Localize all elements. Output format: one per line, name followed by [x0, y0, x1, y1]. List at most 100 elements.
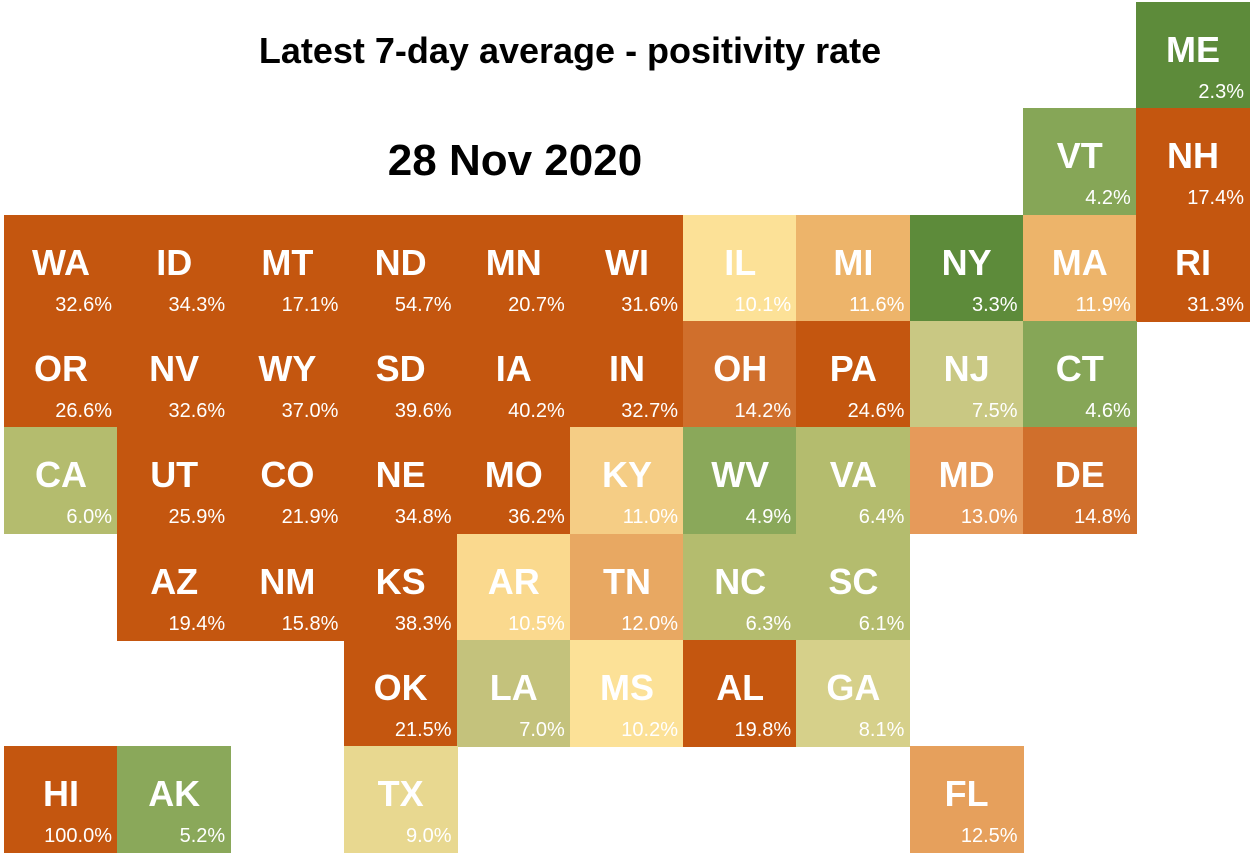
state-abbr: AR — [487, 560, 540, 602]
state-abbr: RI — [1175, 241, 1211, 283]
state-tile-ia: IA 40.2% — [456, 320, 571, 428]
state-tile-ri: RI 31.3% — [1136, 214, 1250, 322]
state-tile-or: OR 26.6% — [4, 320, 118, 428]
state-tile-ks: KS 38.3% — [343, 533, 458, 641]
state-tile-ny: NY 3.3% — [909, 214, 1024, 322]
state-positivity-value: 38.3% — [394, 612, 452, 635]
state-abbr: MA — [1051, 241, 1108, 283]
state-abbr: MT — [261, 241, 314, 283]
state-tile-mn: MN 20.7% — [456, 214, 571, 322]
state-tile-al: AL 19.8% — [683, 639, 798, 747]
state-abbr: NJ — [943, 347, 990, 389]
state-tile-ar: AR 10.5% — [456, 533, 571, 641]
map-date: 28 Nov 2020 — [387, 136, 643, 185]
state-abbr: NC — [714, 560, 767, 602]
state-positivity-value: 11.0% — [622, 506, 678, 529]
state-positivity-value: 7.5% — [972, 399, 1018, 422]
state-tile-oh: OH 14.2% — [683, 320, 798, 428]
state-positivity-value: 21.9% — [281, 506, 339, 529]
state-abbr: MD — [938, 454, 995, 496]
state-abbr: NM — [259, 560, 316, 602]
state-positivity-value: 34.3% — [168, 293, 226, 316]
state-positivity-value: 5.2% — [179, 825, 226, 848]
state-tile-ms: MS 10.2% — [570, 639, 684, 747]
map-title: Latest 7-day average - positivity rate — [258, 30, 882, 71]
state-tile-ga: GA 8.1% — [796, 639, 911, 747]
state-positivity-value: 4.9% — [745, 506, 792, 529]
state-abbr: OH — [713, 347, 768, 389]
state-tile-sc: SC 6.1% — [796, 533, 911, 641]
state-positivity-value: 32.7% — [621, 399, 678, 422]
state-abbr: ND — [374, 241, 427, 283]
state-positivity-value: 6.4% — [858, 506, 905, 529]
state-abbr: MO — [484, 454, 543, 496]
state-positivity-value: 31.3% — [1187, 293, 1244, 316]
state-positivity-value: 11.6% — [849, 293, 905, 316]
state-tile-nv: NV 32.6% — [117, 320, 232, 428]
state-tile-tx: TX 9.0% — [343, 746, 458, 854]
state-positivity-value: 12.0% — [621, 612, 678, 635]
state-abbr: KY — [601, 454, 652, 496]
state-positivity-value: 9.0% — [406, 825, 452, 848]
state-tile-la: LA 7.0% — [456, 639, 571, 747]
state-positivity-value: 17.1% — [281, 293, 339, 316]
state-positivity-value: 8.1% — [858, 718, 905, 741]
state-positivity-value: 36.2% — [508, 506, 565, 529]
state-abbr: AZ — [150, 560, 199, 602]
state-tile-mo: MO 36.2% — [456, 427, 571, 535]
state-positivity-value: 32.6% — [55, 293, 112, 316]
state-abbr: UT — [150, 454, 199, 496]
state-abbr: NE — [375, 454, 426, 496]
state-tile-nc: NC 6.3% — [683, 533, 798, 641]
state-abbr: WV — [711, 454, 770, 496]
state-positivity-value: 10.5% — [508, 612, 565, 635]
state-tile-wa: WA 32.6% — [4, 214, 118, 322]
state-tile-tn: TN 12.0% — [570, 533, 684, 641]
state-tile-wi: WI 31.6% — [570, 214, 684, 322]
state-abbr: IL — [724, 241, 757, 283]
state-tile-nj: NJ 7.5% — [909, 320, 1024, 428]
state-abbr: CA — [35, 454, 87, 496]
state-positivity-value: 24.6% — [847, 399, 905, 422]
state-abbr: VA — [829, 454, 878, 496]
state-abbr: IA — [495, 347, 532, 389]
state-abbr: NH — [1167, 135, 1219, 177]
state-positivity-value: 32.6% — [168, 399, 226, 422]
state-positivity-value: 54.7% — [394, 293, 452, 316]
state-positivity-value: 4.2% — [1085, 187, 1131, 210]
state-positivity-value: 40.2% — [508, 399, 565, 422]
state-positivity-value: 39.6% — [394, 399, 452, 422]
state-tile-ne: NE 34.8% — [343, 427, 458, 535]
state-abbr: MI — [833, 241, 874, 283]
state-abbr: PA — [829, 347, 878, 389]
state-abbr: MS — [600, 666, 654, 708]
state-positivity-value: 12.5% — [960, 825, 1018, 848]
state-abbr: OR — [34, 347, 88, 389]
state-positivity-value: 19.4% — [168, 612, 226, 635]
state-positivity-value: 19.8% — [734, 718, 792, 741]
state-positivity-value: 25.9% — [168, 506, 226, 529]
state-positivity-value: 14.8% — [1074, 506, 1131, 529]
state-abbr: OK — [373, 666, 428, 708]
state-tile-id: ID 34.3% — [117, 214, 232, 322]
state-positivity-value: 31.6% — [621, 293, 678, 316]
state-tile-sd: SD 39.6% — [343, 320, 458, 428]
state-positivity-value: 13.0% — [960, 506, 1018, 529]
state-abbr: SC — [828, 560, 879, 602]
state-tile-ca: CA 6.0% — [4, 427, 118, 535]
state-tile-md: MD 13.0% — [909, 427, 1024, 535]
state-positivity-value: 4.6% — [1085, 399, 1131, 422]
state-tile-ct: CT 4.6% — [1022, 320, 1137, 428]
state-positivity-value: 10.2% — [621, 718, 678, 741]
state-tile-il: IL 10.1% — [683, 214, 798, 322]
state-positivity-value: 10.1% — [734, 293, 792, 316]
state-positivity-value: 20.7% — [508, 293, 565, 316]
state-positivity-value: 3.3% — [972, 293, 1018, 316]
state-tile-nd: ND 54.7% — [343, 214, 458, 322]
state-abbr: DE — [1054, 454, 1105, 496]
state-tile-fl: FL 12.5% — [909, 746, 1024, 854]
state-abbr: ME — [1166, 29, 1220, 70]
state-tile-va: VA 6.4% — [796, 427, 911, 535]
state-positivity-value: 6.1% — [858, 612, 905, 635]
state-abbr: HI — [43, 773, 79, 815]
